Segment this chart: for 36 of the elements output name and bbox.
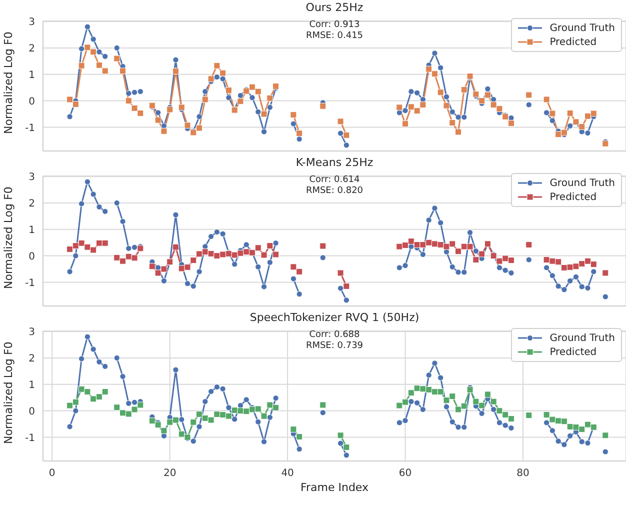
y-tick-label: 0 — [28, 251, 35, 262]
legend-label: Predicted — [550, 346, 597, 358]
legend-label: Predicted — [550, 36, 597, 48]
y-tick-label: 3 — [28, 172, 35, 184]
legend-label: Predicted — [550, 192, 597, 202]
x-tick-label: 60 — [398, 468, 412, 480]
y-tick-label: -1 — [25, 432, 35, 444]
y-tick-label: 3 — [28, 327, 35, 338]
x-axis-title: Frame Index — [300, 481, 370, 494]
y-axis-title: Normalized Log F0 — [2, 186, 15, 289]
x-tick-label: 0 — [48, 468, 56, 480]
legend-label: Ground Truth — [550, 22, 615, 34]
y-axis-title: Normalized Log F0 — [2, 32, 15, 134]
x-tick-label: 40 — [281, 468, 294, 480]
chart-title: Ours 25Hz — [304, 0, 364, 14]
x-tick-label: 20 — [163, 468, 176, 480]
y-tick-label: 0 — [28, 96, 35, 108]
chart-title: K-Means 25Hz — [294, 155, 374, 169]
y-tick-label: 2 — [28, 198, 35, 210]
y-tick-label: 2 — [28, 44, 35, 54]
chart-title: SpeechTokenizer RVQ 1 (50Hz) — [248, 310, 420, 324]
y-tick-label: -1 — [25, 278, 35, 289]
y-tick-label: 1 — [28, 224, 35, 236]
annotation: Corr: 0.913 RMSE: 0.415 — [304, 20, 364, 42]
y-tick-label: 0 — [28, 406, 35, 418]
annotation: Corr: 0.614 RMSE: 0.820 — [304, 175, 364, 197]
legend-label: Ground Truth — [550, 178, 615, 188]
y-tick-label: 1 — [28, 70, 35, 81]
legend-label: Ground Truth — [550, 332, 615, 344]
y-tick-label: 3 — [28, 17, 35, 28]
y-tick-label: -1 — [25, 122, 35, 134]
y-tick-label: 2 — [28, 354, 35, 364]
y-axis-title: Normalized Log F0 — [2, 342, 15, 444]
annotation: Corr: 0.688 RMSE: 0.739 — [304, 330, 364, 352]
x-tick-label: 80 — [516, 468, 530, 480]
y-tick-label: 1 — [28, 380, 35, 391]
